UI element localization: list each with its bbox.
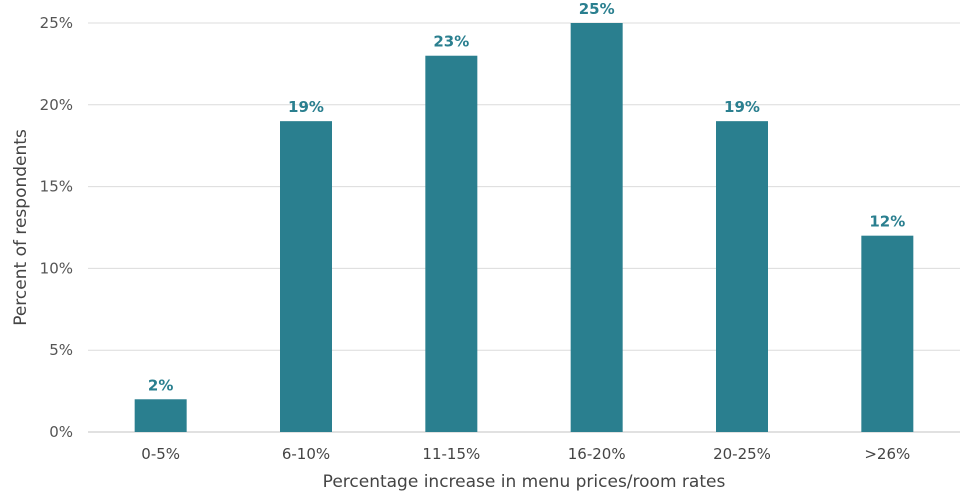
bar [861,235,914,432]
bar [280,121,332,432]
data-labels: 2% 19% 23% 25% 19% 12% [148,0,905,394]
bar [570,23,623,432]
y-axis-title: Percent of respondents [11,129,31,326]
data-label: 19% [724,98,760,116]
y-tick-label: 0% [49,423,73,441]
x-axis-ticks: 0-5% 6-10% 11-15% 16-20% 20-25% >26% [141,445,910,463]
y-axis-ticks: 0% 5% 10% 15% 20% 25% [40,14,73,441]
x-tick-label: 20-25% [713,445,771,463]
bars [134,23,914,432]
bar [716,121,768,432]
x-tick-label: >26% [864,445,910,463]
x-axis-title: Percentage increase in menu prices/room … [323,472,726,492]
y-tick-label: 25% [40,14,73,32]
y-tick-label: 15% [40,178,73,196]
data-label: 19% [288,98,324,116]
y-tick-label: 10% [40,259,73,277]
bar [134,399,187,432]
data-label: 25% [579,0,615,18]
gridlines [88,22,960,433]
x-tick-label: 16-20% [568,445,626,463]
x-tick-label: 11-15% [422,445,480,463]
y-tick-label: 20% [40,96,73,114]
data-label: 12% [869,213,905,231]
bar [425,55,478,432]
x-tick-label: 6-10% [282,445,330,463]
y-tick-label: 5% [49,341,73,359]
x-tick-label: 0-5% [141,445,180,463]
data-label: 2% [148,376,173,394]
data-label: 23% [433,33,469,51]
